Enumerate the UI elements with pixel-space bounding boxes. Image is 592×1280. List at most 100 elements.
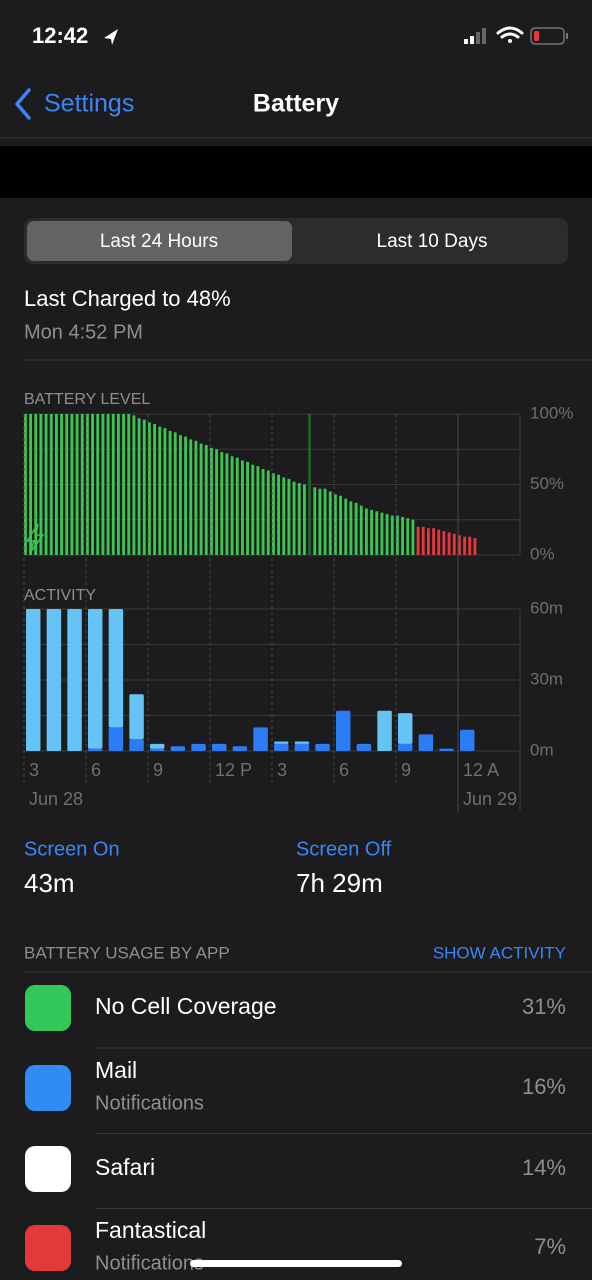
wifi-icon xyxy=(496,26,524,43)
battery-bar xyxy=(127,414,131,555)
battery-bar xyxy=(34,414,38,555)
battery-bar xyxy=(334,494,337,555)
battery-bar xyxy=(49,414,53,555)
battery-bar xyxy=(86,414,89,555)
activity-bar xyxy=(460,729,475,751)
battery-bar xyxy=(60,414,64,555)
activity-bar xyxy=(129,739,144,751)
app-name[interactable]: Fantastical xyxy=(95,1217,206,1243)
activity-bar xyxy=(150,743,165,749)
location-icon xyxy=(104,29,118,45)
battery-bar xyxy=(416,526,420,555)
battery-bar xyxy=(447,532,451,555)
battery-bar xyxy=(210,447,213,555)
battery-bar xyxy=(111,414,115,555)
screen-on-total: 43m xyxy=(24,868,75,898)
y-tick-label: 0m xyxy=(530,740,554,759)
activity-bar xyxy=(294,743,310,751)
chart-title: ACTIVITY xyxy=(24,587,96,604)
last-charged: Last Charged to 48% xyxy=(24,286,231,311)
battery-bar xyxy=(132,415,136,555)
y-tick-label: 60m xyxy=(530,598,563,617)
x-tick-label: 9 xyxy=(401,760,411,780)
battery-bar xyxy=(442,531,446,555)
y-tick-label: 30m xyxy=(530,669,563,688)
legend-screen-off: Screen Off xyxy=(296,838,392,860)
section-title: BATTERY USAGE BY APP xyxy=(24,943,230,962)
battery-bar xyxy=(235,457,239,555)
activity-bar xyxy=(88,748,103,751)
battery-bar xyxy=(323,488,327,555)
y-tick-label: 100% xyxy=(530,403,573,422)
activity-bar xyxy=(150,748,165,751)
battery-bar xyxy=(473,538,477,555)
battery-bar xyxy=(24,414,27,555)
app-icon[interactable] xyxy=(25,1065,71,1111)
app-name[interactable]: Safari xyxy=(95,1154,155,1180)
back-chevron[interactable] xyxy=(15,88,31,120)
battery-bar xyxy=(80,414,84,555)
battery-bar xyxy=(261,468,265,555)
battery-bar xyxy=(292,481,296,555)
activity-bar xyxy=(108,609,124,728)
battery-bar xyxy=(359,505,363,555)
app-percent: 16% xyxy=(522,1074,566,1099)
battery-bar xyxy=(101,414,105,555)
show-activity[interactable]: SHOW ACTIVITY xyxy=(433,943,566,962)
banner xyxy=(0,146,592,198)
battery-icon xyxy=(530,27,568,45)
battery-bar xyxy=(272,473,275,555)
battery-bar xyxy=(328,491,332,555)
battery-bar xyxy=(55,414,58,555)
app-detail: Notifications xyxy=(95,1252,204,1274)
app-icon[interactable] xyxy=(25,985,71,1031)
clock: 12:42 xyxy=(32,23,88,48)
activity-bar xyxy=(212,743,227,751)
home-indicator xyxy=(190,1260,402,1267)
activity-bar xyxy=(88,609,103,749)
battery-bar xyxy=(318,488,322,555)
battery-bar xyxy=(468,536,472,555)
battery-bar xyxy=(142,419,146,555)
x-tick-label: 12 A xyxy=(463,760,499,780)
x-tick-label: 9 xyxy=(153,760,163,780)
charging-icon xyxy=(25,523,45,554)
battery-bar xyxy=(70,414,74,555)
battery-bar xyxy=(148,422,151,555)
segment[interactable]: Last 10 Days xyxy=(377,231,488,252)
battery-bar xyxy=(277,474,281,555)
battery-bar xyxy=(421,526,425,555)
y-tick-label: 50% xyxy=(530,474,564,493)
battery-bar xyxy=(65,414,69,555)
battery-bar xyxy=(96,414,100,555)
battery-bar xyxy=(303,484,306,555)
battery-bar xyxy=(194,440,198,555)
segment-selected[interactable] xyxy=(27,221,292,261)
activity-bar xyxy=(191,743,206,751)
back-button[interactable]: Settings xyxy=(44,90,134,118)
activity-bar xyxy=(26,609,41,751)
app-percent: 7% xyxy=(534,1234,566,1259)
battery-bar xyxy=(401,516,405,555)
app-icon[interactable] xyxy=(25,1225,71,1271)
battery-bar xyxy=(463,536,467,555)
activity-bar xyxy=(274,743,289,751)
app-name[interactable]: No Cell Coverage xyxy=(95,993,277,1019)
app-icon[interactable] xyxy=(25,1146,71,1192)
battery-bar xyxy=(297,483,301,555)
battery-bar xyxy=(370,509,374,555)
battery-bar xyxy=(189,439,193,555)
battery-bar xyxy=(354,502,358,555)
app-name[interactable]: Mail xyxy=(95,1057,137,1083)
app-percent: 31% xyxy=(522,994,566,1019)
battery-bar xyxy=(385,514,389,555)
battery-bar xyxy=(344,498,348,555)
battery-bar xyxy=(256,466,260,555)
battery-bar xyxy=(452,533,456,555)
segment[interactable]: Last 24 Hours xyxy=(100,231,218,252)
battery-bar xyxy=(432,528,436,555)
battery-bar xyxy=(380,512,384,555)
battery-bar xyxy=(246,461,250,555)
battery-bar xyxy=(308,414,312,555)
legend-screen-on: Screen On xyxy=(24,838,120,860)
